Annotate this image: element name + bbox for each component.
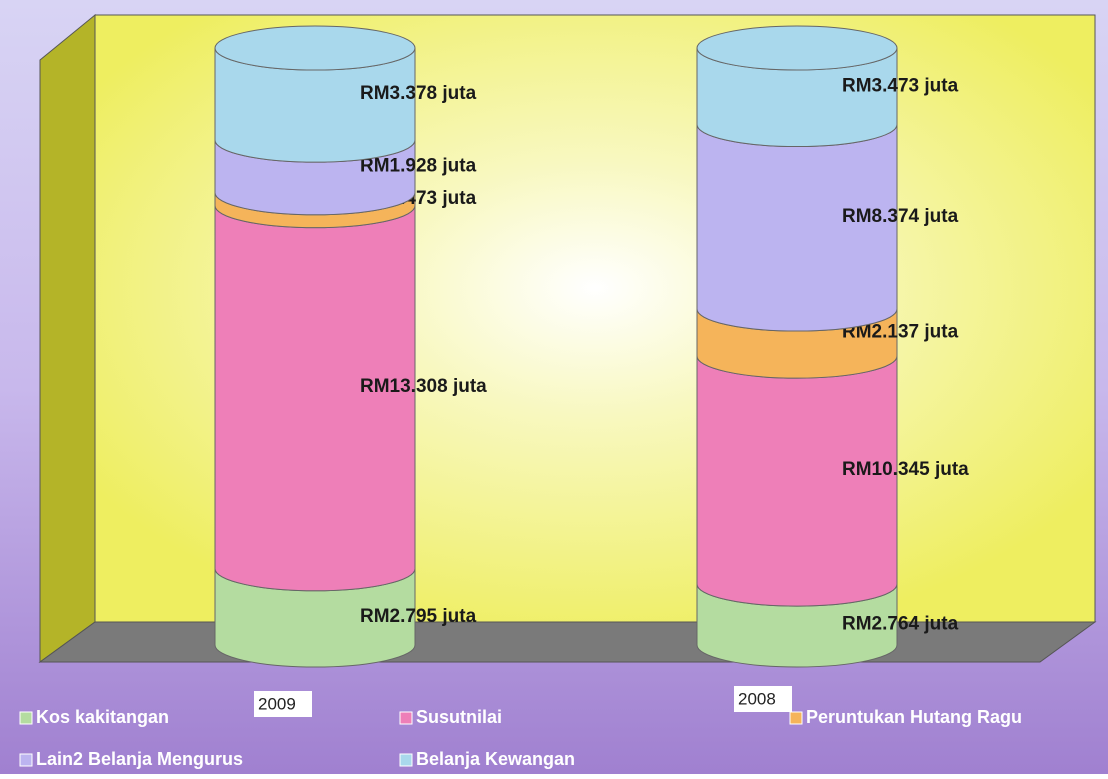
value-label: RM2.137 juta [842, 322, 959, 343]
cylinder-segment [696, 356, 898, 607]
legend-label: Susutnilai [416, 707, 502, 727]
legend-swatch [399, 711, 413, 725]
category-box [254, 691, 312, 717]
value-label: RM10.345 juta [842, 459, 969, 480]
legend-label: Lain2 Belanja Mengurus [36, 749, 243, 769]
legend-swatch [19, 711, 33, 725]
value-label: RM2.764 juta [842, 614, 959, 635]
legend-label: Peruntukan Hutang Ragu [806, 707, 1022, 727]
legend-swatch [789, 711, 803, 725]
value-label: RM2.795 juta [360, 606, 477, 627]
category-box [734, 686, 792, 712]
value-label: RM3.473 juta [842, 75, 959, 96]
cylinder-segment [214, 205, 416, 592]
value-label: RM3.378 juta [360, 83, 477, 104]
legend-swatch [399, 753, 413, 767]
cylinder-top [696, 25, 898, 71]
x-tick-label: 2008 [738, 689, 776, 708]
legend-swatch [19, 753, 33, 767]
side-wall [39, 13, 96, 663]
x-tick-label: 2009 [258, 694, 296, 713]
legend-label: Kos kakitangan [36, 707, 169, 727]
cylinder-segment [696, 124, 898, 332]
value-label: RM1.928 juta [360, 155, 477, 176]
cylinder-top [214, 25, 416, 71]
value-label: RM8.374 juta [842, 206, 959, 227]
legend-label: Belanja Kewangan [416, 749, 575, 769]
value-label: RM13.308 juta [360, 376, 487, 397]
